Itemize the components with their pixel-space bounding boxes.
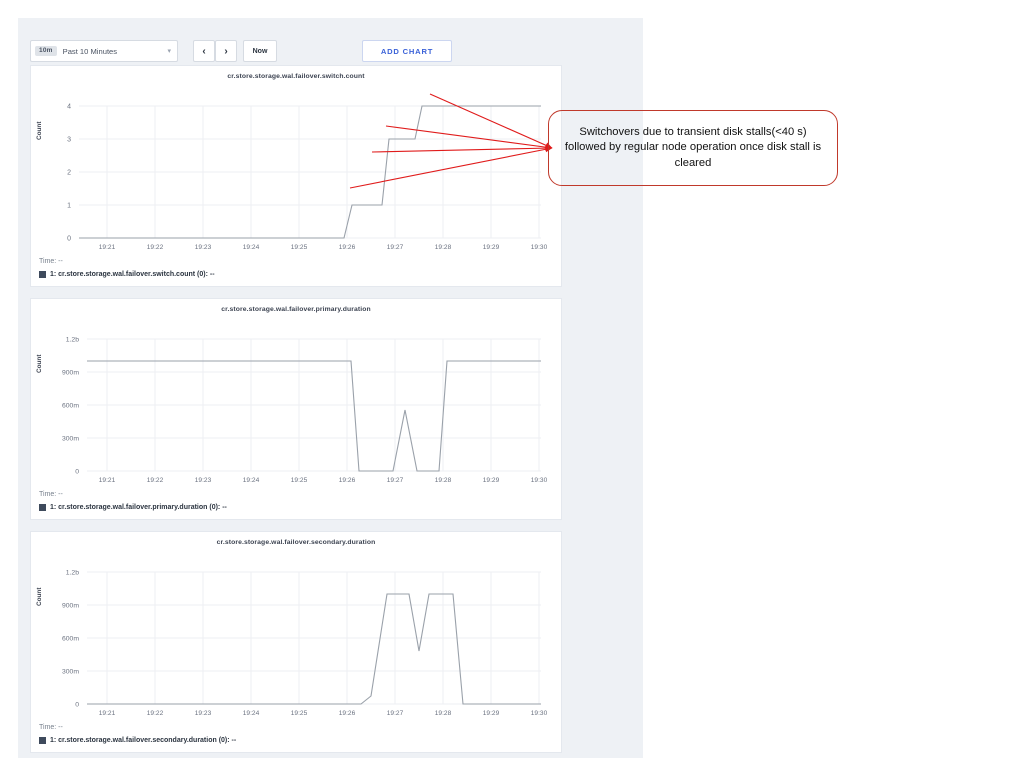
svg-text:300m: 300m <box>62 436 79 443</box>
chart-legend: Time: -- 1: cr.store.storage.wal.failove… <box>39 724 539 744</box>
svg-text:19:27: 19:27 <box>387 477 404 483</box>
svg-text:600m: 600m <box>62 403 79 410</box>
svg-text:19:26: 19:26 <box>339 477 356 483</box>
svg-text:19:28: 19:28 <box>435 244 452 250</box>
time-range-label: Past 10 Minutes <box>62 46 118 56</box>
svg-text:19:30: 19:30 <box>531 244 548 250</box>
chevron-down-icon: ▾ <box>167 48 171 55</box>
svg-text:1.2b: 1.2b <box>66 337 79 344</box>
plot-area[interactable]: 4 3 2 1 0 19:21 19:22 19:23 19:24 19:25 … <box>31 82 563 251</box>
svg-text:19:25: 19:25 <box>291 244 308 250</box>
now-button[interactable]: Now <box>243 40 277 62</box>
plot-area[interactable]: 1.2b 900m 600m 300m 0 19:21 19:22 19:23 … <box>31 315 563 484</box>
svg-text:19:25: 19:25 <box>291 477 308 483</box>
svg-text:19:26: 19:26 <box>339 710 356 716</box>
svg-text:19:22: 19:22 <box>147 477 164 483</box>
legend-series-label: 1: cr.store.storage.wal.failover.switch.… <box>50 271 215 278</box>
svg-text:900m: 900m <box>62 603 79 610</box>
svg-text:19:29: 19:29 <box>483 477 500 483</box>
legend-color-swatch <box>39 504 46 511</box>
plot-area[interactable]: 1.2b 900m 600m 300m 0 19:21 19:22 19:23 … <box>31 548 563 717</box>
chart-title: cr.store.storage.wal.failover.switch.cou… <box>227 73 365 80</box>
svg-text:1.2b: 1.2b <box>66 570 79 577</box>
svg-text:19:30: 19:30 <box>531 477 548 483</box>
svg-text:0: 0 <box>75 702 79 709</box>
svg-text:900m: 900m <box>62 370 79 377</box>
svg-text:19:23: 19:23 <box>195 710 212 716</box>
chart-legend: Time: -- 1: cr.store.storage.wal.failove… <box>39 258 539 278</box>
svg-text:19:24: 19:24 <box>243 477 260 483</box>
svg-text:1: 1 <box>67 203 71 210</box>
svg-text:0: 0 <box>75 469 79 476</box>
svg-text:19:25: 19:25 <box>291 710 308 716</box>
svg-text:3: 3 <box>67 137 71 144</box>
legend-color-swatch <box>39 737 46 744</box>
annotation-callout: Switchovers due to transient disk stalls… <box>548 110 838 186</box>
add-chart-button[interactable]: ADD CHART <box>362 40 452 62</box>
svg-text:19:27: 19:27 <box>387 244 404 250</box>
svg-text:19:27: 19:27 <box>387 710 404 716</box>
chart-title: cr.store.storage.wal.failover.primary.du… <box>221 306 371 313</box>
svg-text:2: 2 <box>67 170 71 177</box>
svg-text:19:21: 19:21 <box>99 477 116 483</box>
chart-legend: Time: -- 1: cr.store.storage.wal.failove… <box>39 491 539 511</box>
svg-text:19:29: 19:29 <box>483 710 500 716</box>
legend-time: Time: -- <box>39 491 63 498</box>
svg-text:19:22: 19:22 <box>147 244 164 250</box>
svg-text:19:23: 19:23 <box>195 244 212 250</box>
svg-text:0: 0 <box>67 236 71 243</box>
svg-text:19:21: 19:21 <box>99 710 116 716</box>
chart-card-switch-count: cr.store.storage.wal.failover.switch.cou… <box>30 65 562 287</box>
chart-svg-primary-duration: 1.2b 900m 600m 300m 0 19:21 19:22 19:23 … <box>62 337 548 484</box>
svg-text:600m: 600m <box>62 636 79 643</box>
legend-series-label: 1: cr.store.storage.wal.failover.primary… <box>50 504 227 511</box>
legend-series-row[interactable]: 1: cr.store.storage.wal.failover.switch.… <box>39 271 539 278</box>
svg-text:19:26: 19:26 <box>339 244 356 250</box>
chart-svg-switch-count: 4 3 2 1 0 19:21 19:22 19:23 19:24 19:25 … <box>67 104 548 251</box>
chart-title: cr.store.storage.wal.failover.secondary.… <box>216 539 376 546</box>
svg-text:19:30: 19:30 <box>531 710 548 716</box>
svg-text:19:24: 19:24 <box>243 244 260 250</box>
time-range-badge: 10m <box>35 45 57 57</box>
svg-text:19:22: 19:22 <box>147 710 164 716</box>
next-range-button[interactable]: › <box>215 40 237 62</box>
svg-text:300m: 300m <box>62 669 79 676</box>
svg-text:19:24: 19:24 <box>243 710 260 716</box>
svg-text:4: 4 <box>67 104 71 111</box>
legend-time: Time: -- <box>39 258 63 265</box>
svg-text:19:21: 19:21 <box>99 244 116 250</box>
svg-text:19:29: 19:29 <box>483 244 500 250</box>
chart-svg-secondary-duration: 1.2b 900m 600m 300m 0 19:21 19:22 19:23 … <box>62 570 548 717</box>
annotation-callout-text: Switchovers due to transient disk stalls… <box>564 125 822 169</box>
previous-range-button[interactable]: ‹ <box>193 40 215 62</box>
time-range-select[interactable]: 10m Past 10 Minutes ▾ <box>30 40 178 62</box>
legend-color-swatch <box>39 271 46 278</box>
svg-text:19:23: 19:23 <box>195 477 212 483</box>
legend-series-row[interactable]: 1: cr.store.storage.wal.failover.primary… <box>39 504 539 511</box>
chart-card-secondary-duration: cr.store.storage.wal.failover.secondary.… <box>30 531 562 753</box>
legend-time: Time: -- <box>39 724 63 731</box>
svg-text:19:28: 19:28 <box>435 710 452 716</box>
chart-card-primary-duration: cr.store.storage.wal.failover.primary.du… <box>30 298 562 520</box>
legend-series-label: 1: cr.store.storage.wal.failover.seconda… <box>50 737 237 744</box>
svg-text:19:28: 19:28 <box>435 477 452 483</box>
toolbar: 10m Past 10 Minutes ▾ ‹ › Now ADD CHART <box>30 40 620 64</box>
legend-series-row[interactable]: 1: cr.store.storage.wal.failover.seconda… <box>39 737 539 744</box>
